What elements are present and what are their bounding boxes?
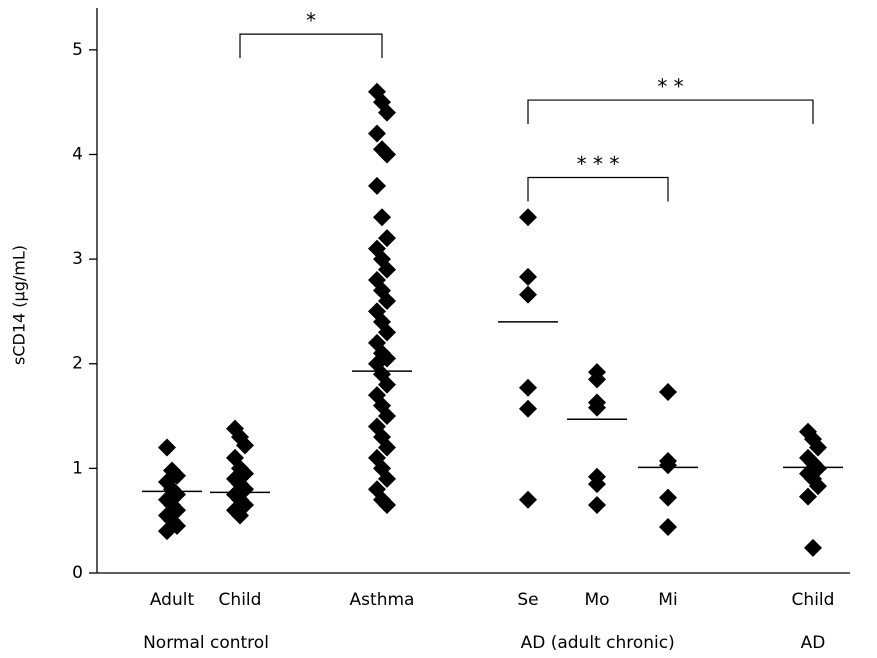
data-point [588, 370, 606, 389]
significance-label: * [306, 9, 316, 33]
significance-bracket [527, 99, 814, 125]
y-tick-label: 2 [72, 354, 83, 374]
data-point [378, 407, 396, 426]
data-point [519, 378, 537, 397]
data-point [809, 438, 827, 457]
data-point [373, 208, 391, 227]
group-label: AD [801, 633, 826, 653]
group-label: Normal control [143, 633, 269, 653]
data-point [378, 260, 396, 279]
data-point [378, 495, 396, 514]
data-point [378, 438, 396, 457]
data-point [519, 490, 537, 509]
x-tick-label: Mi [658, 590, 677, 610]
data-point [231, 506, 249, 525]
y-tick-label: 5 [72, 40, 83, 60]
data-point [659, 517, 677, 536]
y-tick-label: 1 [72, 458, 83, 478]
data-point [378, 291, 396, 310]
data-point [659, 456, 677, 475]
x-tick-label: Child [219, 590, 262, 610]
data-point [809, 477, 827, 496]
data-point [378, 103, 396, 122]
data-point [519, 285, 537, 304]
y-tick-label: 4 [72, 144, 83, 164]
x-tick-label: Se [517, 590, 538, 610]
data-point [378, 323, 396, 342]
significance-label: * * * [577, 152, 620, 176]
significance-bracket [527, 176, 669, 202]
data-point [588, 398, 606, 417]
data-point [659, 488, 677, 507]
significance-bracket [239, 33, 383, 59]
data-point [519, 208, 537, 227]
data-point [368, 239, 386, 258]
group-label: AD (adult chronic) [521, 633, 675, 653]
data-point [588, 495, 606, 514]
y-tick-label: 0 [72, 563, 83, 583]
y-tick-label: 3 [72, 249, 83, 269]
data-point [378, 469, 396, 488]
data-point [158, 438, 176, 457]
x-tick-label: Adult [150, 590, 195, 610]
data-point [588, 475, 606, 494]
x-tick-label: Child [792, 590, 835, 610]
x-tick-label: Asthma [350, 590, 415, 610]
data-point [158, 522, 176, 541]
significance-label: * * [657, 75, 683, 99]
data-point [378, 229, 396, 248]
data-point [368, 176, 386, 195]
data-point [799, 487, 817, 506]
x-tick-label: Mo [584, 590, 609, 610]
data-point [368, 124, 386, 143]
data-point [236, 436, 254, 455]
data-point [659, 382, 677, 401]
data-point [519, 399, 537, 418]
data-point [378, 145, 396, 164]
data-point [378, 375, 396, 394]
data-point [519, 267, 537, 286]
data-point [804, 538, 822, 557]
y-axis-label: sCD14 (μg/mL) [10, 245, 29, 365]
